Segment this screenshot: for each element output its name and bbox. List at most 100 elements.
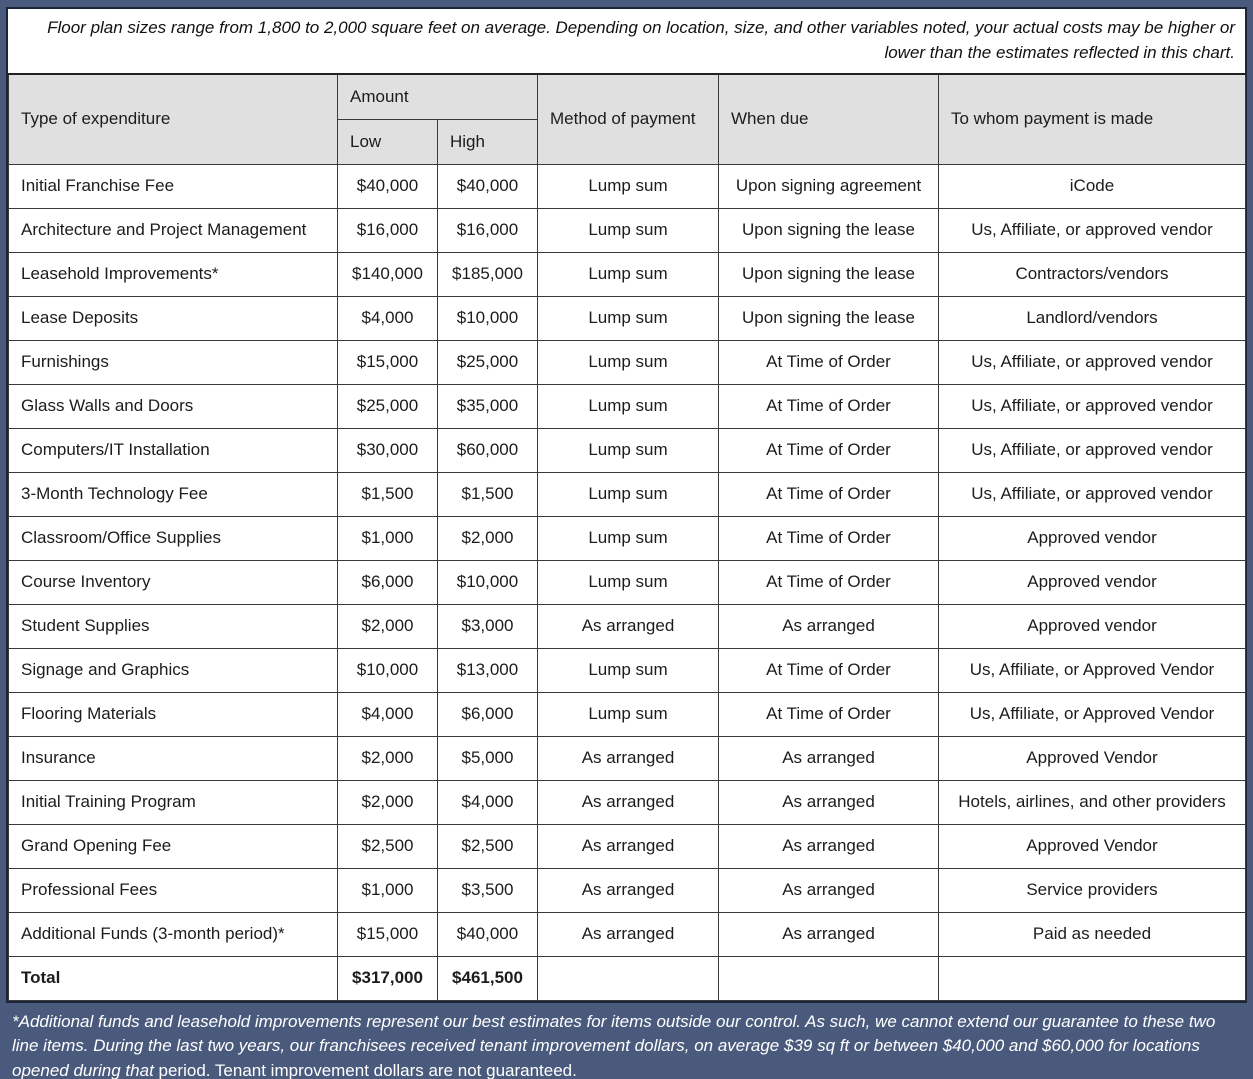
- table-cell: $2,500: [437, 823, 538, 869]
- table-row: Signage and Graphics $10,000 $13,000 Lump s…: [8, 647, 1246, 693]
- table-cell: $25,000: [337, 383, 438, 429]
- table-cell: Landlord/vendors: [938, 295, 1246, 341]
- table-cell: Lump sum: [537, 559, 719, 605]
- footnote: *Additional funds and leasehold improvem…: [6, 1002, 1247, 1079]
- table-row: Grand Opening Fee $2,500 $2,500 As arranged…: [8, 823, 1246, 869]
- header-low: Low: [337, 118, 438, 165]
- table-cell: $1,500: [337, 471, 438, 517]
- table-cell: $16,000: [437, 207, 538, 253]
- content-area: Floor plan sizes range from 1,800 to 2,0…: [6, 7, 1247, 1003]
- table-cell: $2,000: [337, 735, 438, 781]
- table-cell: As arranged: [718, 735, 939, 781]
- table-cell: $140,000: [337, 251, 438, 297]
- table-cell: As arranged: [537, 823, 719, 869]
- table-cell: $4,000: [437, 779, 538, 825]
- table-cell: $15,000: [337, 911, 438, 957]
- table-cell: $40,000: [337, 163, 438, 209]
- table-cell: As arranged: [537, 735, 719, 781]
- table-cell: At Time of Order: [718, 691, 939, 737]
- table-cell: Signage and Graphics: [8, 647, 338, 693]
- table-cell: Upon signing the lease: [718, 251, 939, 297]
- total-value-cell: [537, 955, 719, 1001]
- table-row: 3-Month Technology Fee $1,500 $1,500 Lump s…: [8, 471, 1246, 517]
- table-cell: As arranged: [718, 603, 939, 649]
- table-cell: As arranged: [718, 911, 939, 957]
- table-cell: $3,500: [437, 867, 538, 913]
- table-cell: $25,000: [437, 339, 538, 385]
- table-cell: Lump sum: [537, 251, 719, 297]
- table-cell: $16,000: [337, 207, 438, 253]
- table-cell: $1,000: [337, 867, 438, 913]
- table-cell: Us, Affiliate, or approved vendor: [938, 427, 1246, 473]
- table-cell: Classroom/Office Supplies: [8, 515, 338, 561]
- table-cell: Furnishings: [8, 339, 338, 385]
- table-cell: Us, Affiliate, or approved vendor: [938, 207, 1246, 253]
- disclaimer-note: Floor plan sizes range from 1,800 to 2,0…: [8, 9, 1245, 73]
- table-cell: $4,000: [337, 691, 438, 737]
- table-cell: Upon signing agreement: [718, 163, 939, 209]
- table-cell: $6,000: [337, 559, 438, 605]
- table-cell: Lump sum: [537, 207, 719, 253]
- table-cell: Lump sum: [537, 339, 719, 385]
- table-cell: $185,000: [437, 251, 538, 297]
- table-row: Student Supplies $2,000 $3,000 As arranged A…: [8, 603, 1246, 649]
- total-value-cell: $317,000: [337, 955, 438, 1001]
- table-cell: Additional Funds (3-month period)*: [8, 911, 338, 957]
- header-to-whom: To whom payment is made: [938, 73, 1246, 165]
- table-cell: Paid as needed: [938, 911, 1246, 957]
- table-row: Course Inventory $6,000 $10,000 Lump sum At …: [8, 559, 1246, 605]
- table-cell: As arranged: [537, 779, 719, 825]
- table-cell: Student Supplies: [8, 603, 338, 649]
- table-cell: Architecture and Project Management: [8, 207, 338, 253]
- table-row: Initial Franchise Fee $40,000 $40,000 Lump …: [8, 163, 1246, 209]
- table-cell: Initial Training Program: [8, 779, 338, 825]
- total-label-cell: Total: [8, 955, 338, 1001]
- table-cell: Upon signing the lease: [718, 295, 939, 341]
- table-cell: Upon signing the lease: [718, 207, 939, 253]
- table-cell: Us, Affiliate, or approved vendor: [938, 339, 1246, 385]
- table-cell: Us, Affiliate, or approved vendor: [938, 383, 1246, 429]
- table-cell: Hotels, airlines, and other providers: [938, 779, 1246, 825]
- table-cell: As arranged: [537, 911, 719, 957]
- table-cell: At Time of Order: [718, 427, 939, 473]
- table-row: Leasehold Improvements* $140,000 $185,000 L…: [8, 251, 1246, 297]
- table-cell: $2,000: [337, 779, 438, 825]
- table-row: Furnishings $15,000 $25,000 Lump sum At Time…: [8, 339, 1246, 385]
- table-cell: Professional Fees: [8, 867, 338, 913]
- table-cell: Lump sum: [537, 515, 719, 561]
- table-cell: At Time of Order: [718, 559, 939, 605]
- table-cell: Approved Vendor: [938, 823, 1246, 869]
- table-cell: As arranged: [718, 823, 939, 869]
- table-cell: At Time of Order: [718, 383, 939, 429]
- total-row: Total $317,000 $461,500: [8, 955, 1246, 1001]
- table-cell: Flooring Materials: [8, 691, 338, 737]
- table-cell: Approved vendor: [938, 515, 1246, 561]
- table-row: Professional Fees $1,000 $3,500 As arranged…: [8, 867, 1246, 913]
- table-cell: At Time of Order: [718, 515, 939, 561]
- table-cell: As arranged: [718, 779, 939, 825]
- table-cell: Leasehold Improvements*: [8, 251, 338, 297]
- table-cell: Lump sum: [537, 163, 719, 209]
- table-cell: $10,000: [337, 647, 438, 693]
- table-cell: Glass Walls and Doors: [8, 383, 338, 429]
- table-cell: Us, Affiliate, or approved vendor: [938, 471, 1246, 517]
- table-cell: $40,000: [437, 163, 538, 209]
- table-cell: 3-Month Technology Fee: [8, 471, 338, 517]
- table-cell: As arranged: [537, 867, 719, 913]
- table-cell: $10,000: [437, 559, 538, 605]
- header-high: High: [437, 118, 538, 165]
- table-cell: Lump sum: [537, 427, 719, 473]
- table-cell: Lump sum: [537, 691, 719, 737]
- table-cell: $6,000: [437, 691, 538, 737]
- table-cell: $13,000: [437, 647, 538, 693]
- header-type-of-expenditure: Type of expenditure: [8, 73, 338, 165]
- table-row: Classroom/Office Supplies $1,000 $2,000 Lum…: [8, 515, 1246, 561]
- table-cell: $15,000: [337, 339, 438, 385]
- table-row: Architecture and Project Management $16,0…: [8, 207, 1246, 253]
- table-row: Additional Funds (3-month period)* $15,00…: [8, 911, 1246, 957]
- table-cell: Contractors/vendors: [938, 251, 1246, 297]
- table-cell: iCode: [938, 163, 1246, 209]
- table-cell: As arranged: [718, 867, 939, 913]
- table-cell: Grand Opening Fee: [8, 823, 338, 869]
- table-row: Computers/IT Installation $30,000 $60,000 L…: [8, 427, 1246, 473]
